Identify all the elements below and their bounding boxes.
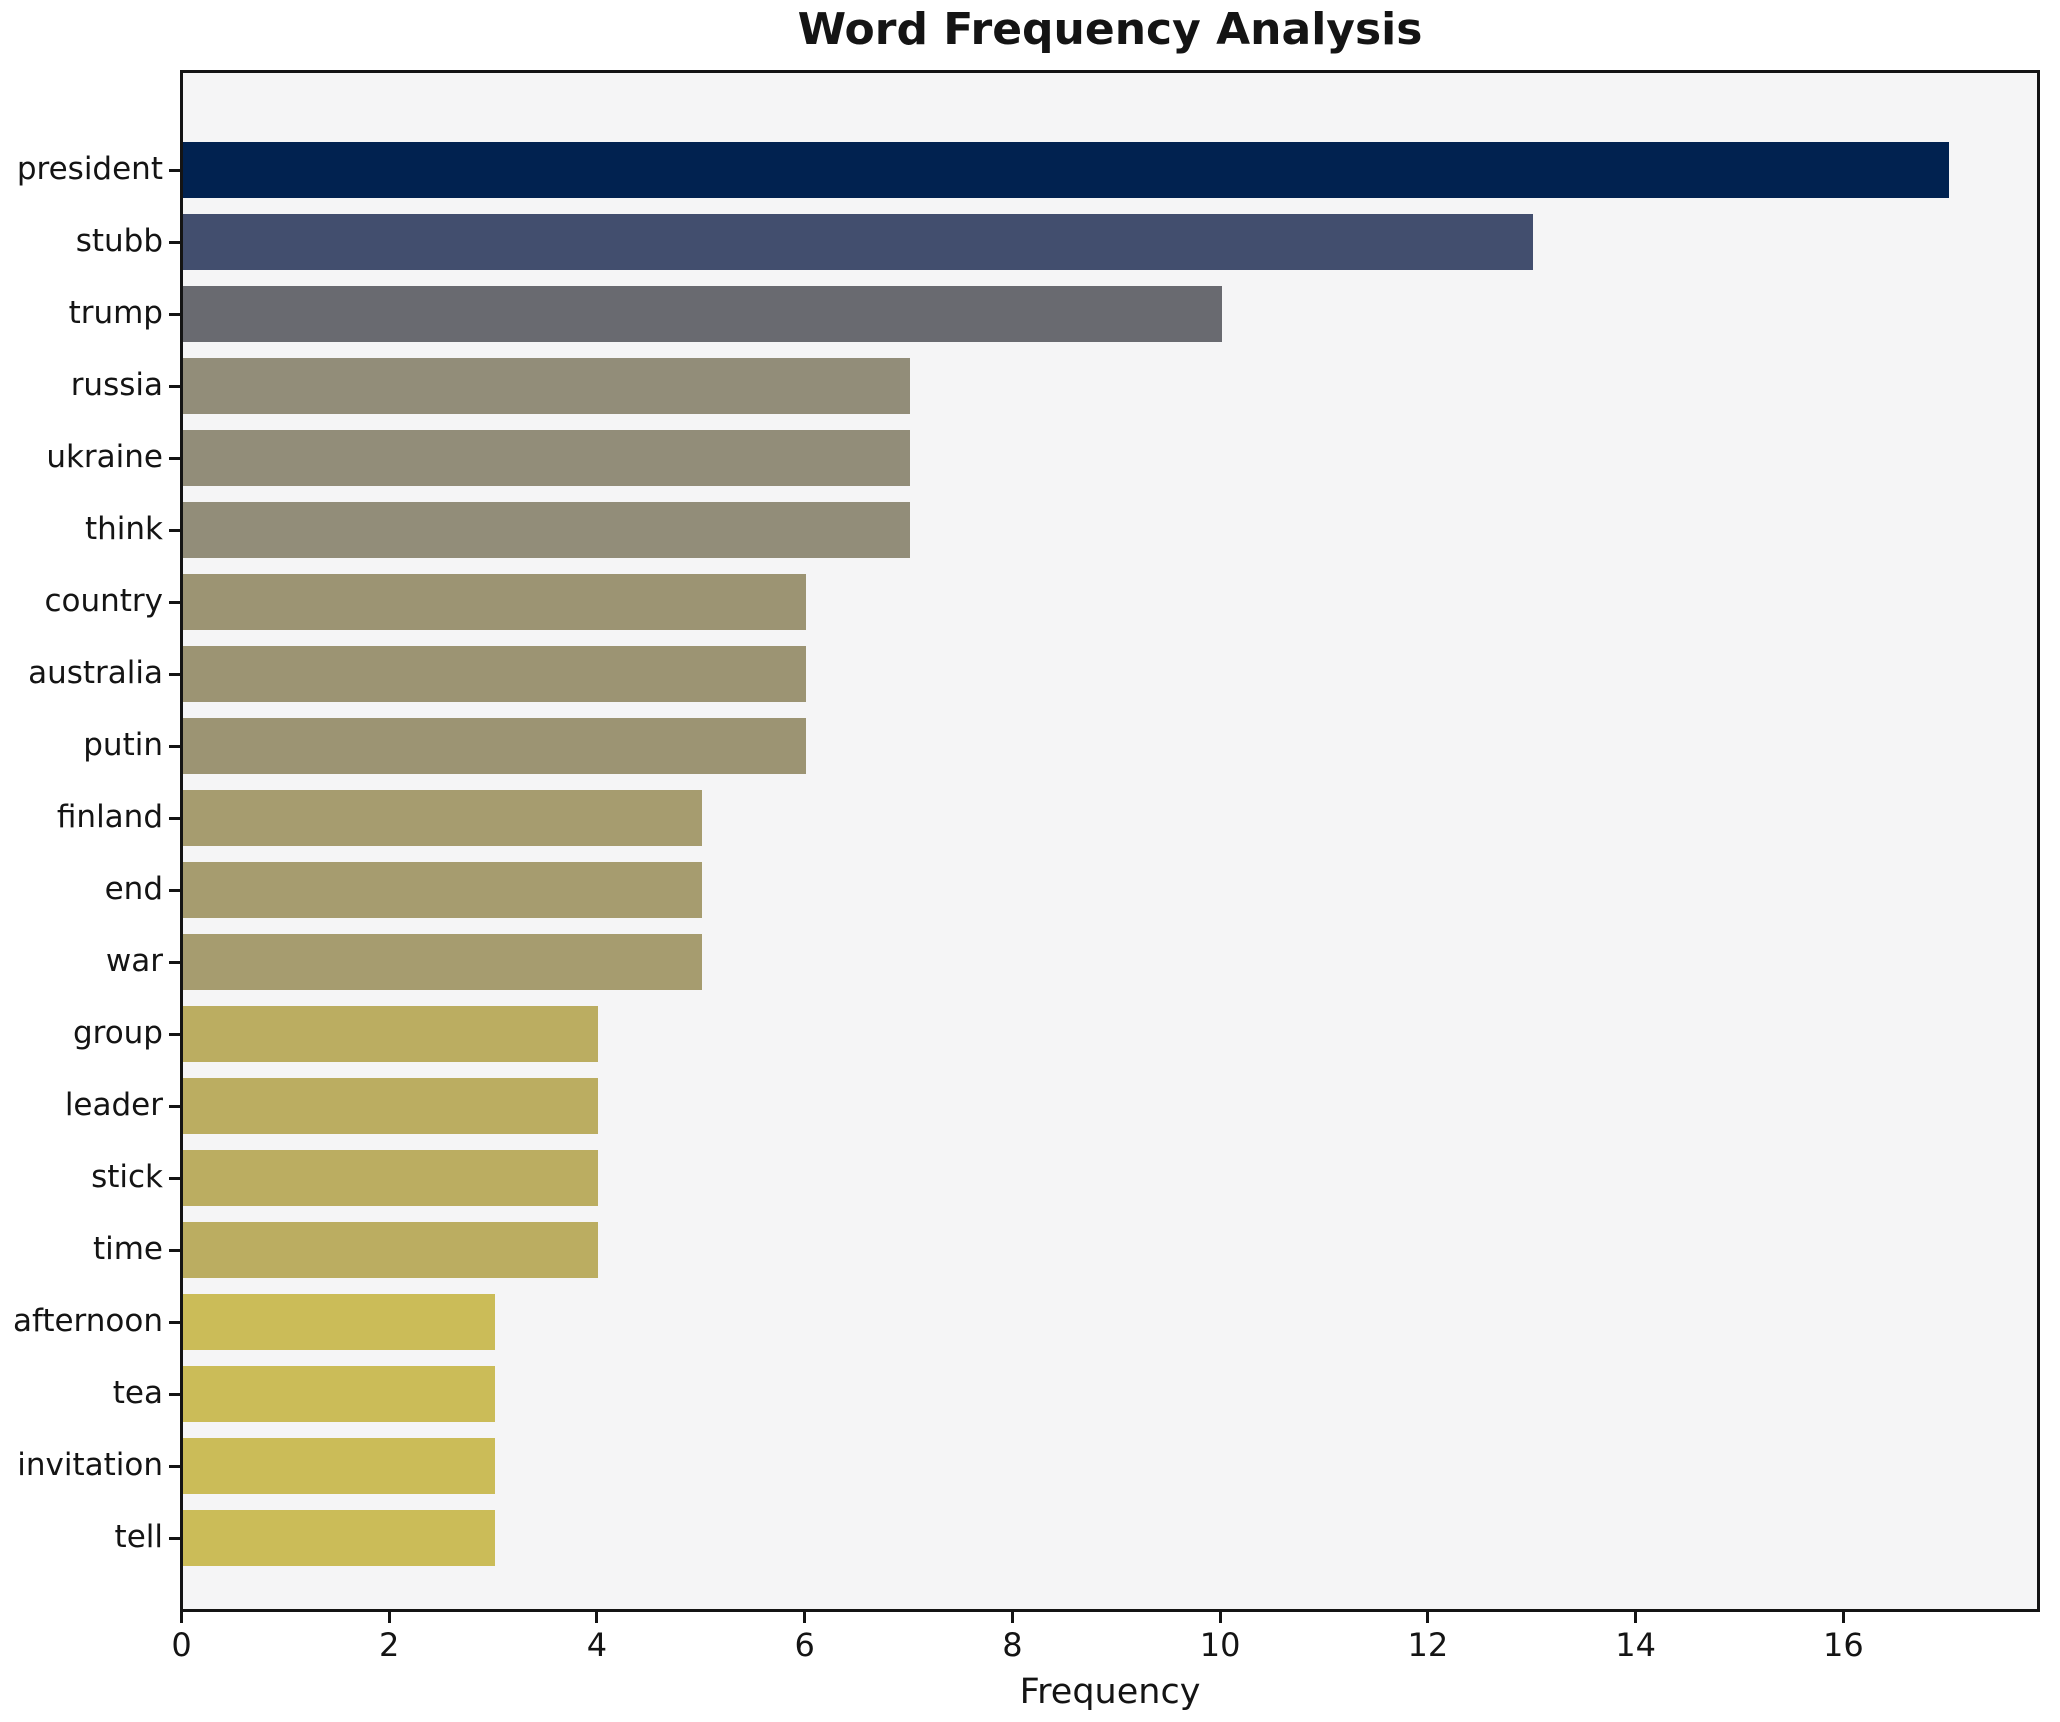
y-tick-mark-invitation [169, 1464, 180, 1468]
y-tick-mark-president [169, 168, 180, 172]
y-tick-label-leader: leader [64, 1087, 163, 1123]
bar-afternoon [183, 1294, 495, 1350]
x-tick-mark-12 [1426, 1612, 1430, 1623]
y-tick-label-end: end [104, 871, 163, 907]
y-tick-label-finland: finland [56, 799, 163, 835]
x-tick-label-14: 14 [1615, 1626, 1656, 1664]
bar-country [183, 574, 807, 630]
x-tick-mark-0 [180, 1612, 183, 1623]
y-tick-label-ukraine: ukraine [46, 439, 163, 475]
y-tick-mark-end [169, 888, 180, 892]
y-tick-label-afternoon: afternoon [12, 1303, 163, 1339]
y-tick-label-tell: tell [114, 1519, 163, 1555]
bar-trump [183, 286, 1222, 342]
y-tick-mark-afternoon [169, 1320, 180, 1324]
chart-title: Word Frequency Analysis [797, 4, 1423, 55]
y-tick-mark-stick [169, 1176, 180, 1180]
x-tick-mark-14 [1634, 1612, 1638, 1623]
bar-putin [183, 718, 807, 774]
x-tick-label-8: 8 [1002, 1626, 1023, 1664]
y-tick-label-invitation: invitation [17, 1447, 163, 1483]
y-tick-mark-tea [169, 1392, 180, 1396]
bar-stubb [183, 214, 1534, 270]
y-tick-label-country: country [44, 583, 163, 619]
y-tick-label-russia: russia [70, 367, 163, 403]
y-tick-mark-think [169, 528, 180, 532]
y-tick-mark-trump [169, 312, 180, 316]
x-tick-label-10: 10 [1199, 1626, 1241, 1664]
y-tick-label-think: think [84, 511, 163, 547]
y-tick-label-australia: australia [28, 655, 163, 691]
y-tick-label-war: war [105, 943, 163, 979]
y-tick-label-stick: stick [91, 1159, 163, 1195]
y-tick-label-trump: trump [68, 295, 163, 331]
y-tick-mark-group [169, 1032, 180, 1036]
y-tick-mark-australia [169, 672, 180, 676]
y-tick-label-president: president [16, 151, 163, 187]
y-tick-mark-tell [169, 1536, 180, 1540]
y-tick-mark-war [169, 960, 180, 964]
bar-ukraine [183, 430, 911, 486]
bar-tell [183, 1510, 495, 1566]
bar-australia [183, 646, 807, 702]
bar-invitation [183, 1438, 495, 1494]
x-tick-mark-10 [1218, 1612, 1222, 1623]
y-tick-mark-finland [169, 816, 180, 820]
bar-think [183, 502, 911, 558]
bar-time [183, 1222, 599, 1278]
x-tick-label-2: 2 [379, 1626, 400, 1664]
plot-area [180, 70, 2040, 1612]
bar-group [183, 1006, 599, 1062]
y-tick-mark-time [169, 1248, 180, 1252]
y-tick-mark-russia [169, 384, 180, 388]
bar-end [183, 862, 703, 918]
y-tick-label-group: group [72, 1015, 163, 1051]
bar-finland [183, 790, 703, 846]
x-tick-label-16: 16 [1822, 1626, 1864, 1664]
y-tick-mark-putin [169, 744, 180, 748]
y-tick-mark-ukraine [169, 456, 180, 460]
y-tick-mark-country [169, 600, 180, 604]
bar-president [183, 142, 1949, 198]
y-tick-label-time: time [92, 1231, 163, 1267]
x-axis-label: Frequency [1019, 1672, 1201, 1712]
y-tick-label-stubb: stubb [75, 223, 163, 259]
x-tick-mark-16 [1841, 1612, 1845, 1623]
x-tick-label-6: 6 [794, 1626, 815, 1664]
y-tick-mark-stubb [169, 240, 180, 244]
x-tick-mark-4 [595, 1612, 599, 1623]
bar-tea [183, 1366, 495, 1422]
y-tick-label-tea: tea [112, 1375, 163, 1411]
x-tick-mark-2 [387, 1612, 391, 1623]
bar-russia [183, 358, 911, 414]
bar-war [183, 934, 703, 990]
x-tick-label-0: 0 [171, 1626, 192, 1664]
y-tick-mark-leader [169, 1104, 180, 1108]
x-tick-label-12: 12 [1407, 1626, 1449, 1664]
y-tick-label-putin: putin [83, 727, 163, 763]
x-tick-mark-6 [803, 1612, 807, 1623]
bar-leader [183, 1078, 599, 1134]
x-tick-mark-8 [1010, 1612, 1014, 1623]
bar-stick [183, 1150, 599, 1206]
x-tick-label-4: 4 [586, 1626, 608, 1664]
